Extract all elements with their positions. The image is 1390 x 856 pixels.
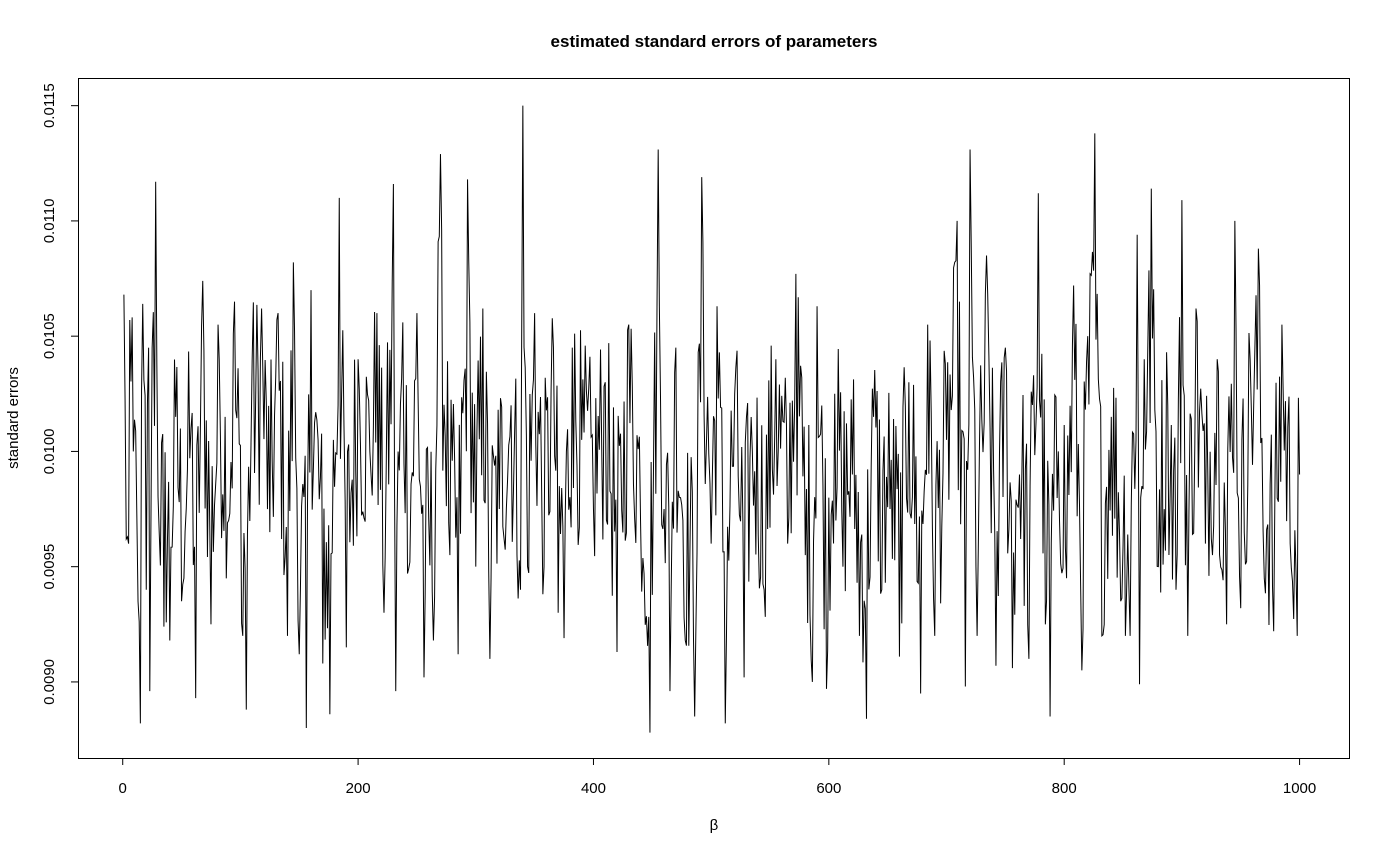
y-tick-label: 0.0110	[41, 199, 58, 244]
chart-title: estimated standard errors of parameters	[551, 32, 878, 51]
series-line	[123, 105, 1301, 733]
series-layer	[123, 105, 1301, 733]
y-axis-label: standard errors	[5, 367, 22, 469]
x-axis-label: β	[710, 817, 719, 834]
x-tick-label: 0	[119, 780, 127, 797]
x-tick-label: 400	[581, 780, 606, 797]
x-tick-label: 600	[816, 780, 841, 797]
x-tick-label: 200	[346, 780, 371, 797]
y-tick-label: 0.0095	[41, 544, 58, 590]
x-tick-label: 1000	[1283, 780, 1316, 797]
x-tick-label: 800	[1052, 780, 1077, 797]
y-tick-label: 0.0100	[41, 428, 58, 474]
y-axis: 0.0090 0.0095 0.0100 0.0105 0.0110 0.0115	[41, 83, 79, 705]
x-axis: 0 200 400 600 800 1000	[119, 758, 1316, 797]
y-tick-label: 0.0105	[41, 313, 58, 359]
y-tick-label: 0.0115	[41, 83, 58, 128]
y-tick-label: 0.0090	[41, 659, 58, 705]
